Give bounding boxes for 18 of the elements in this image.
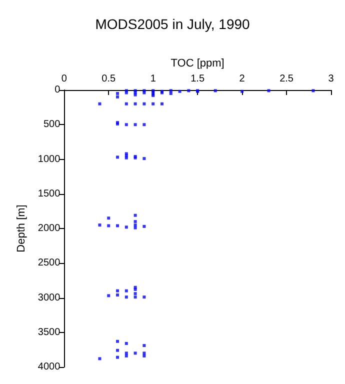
y-tick-label: 1500 (38, 188, 61, 200)
y-tick-label: 3500 (38, 326, 61, 338)
y-tick-label: 1000 (38, 154, 61, 165)
y-tick-label: 2000 (38, 223, 61, 234)
y-tick-label: 4000 (38, 362, 61, 372)
y-tick-label: 500 (43, 119, 61, 130)
x-tick-label: 1.5 (190, 74, 205, 84)
y-tick-label: 0 (54, 84, 61, 96)
y-axis-title: Depth [m] (16, 204, 28, 252)
y-tick-label: 3000 (38, 292, 61, 304)
x-tick-label: 3 (328, 74, 334, 84)
x-tick-label: 2.5 (280, 74, 294, 84)
x-axis-title: TOC [ppm] (170, 58, 224, 70)
x-tick-label: 1 (150, 74, 156, 84)
y-tick-label: 2500 (38, 258, 61, 269)
x-tick-label: 2 (239, 74, 246, 84)
x-tick-label: 0.5 (102, 74, 116, 84)
chart-title: MODS2005 in July, 1990 (95, 16, 250, 32)
